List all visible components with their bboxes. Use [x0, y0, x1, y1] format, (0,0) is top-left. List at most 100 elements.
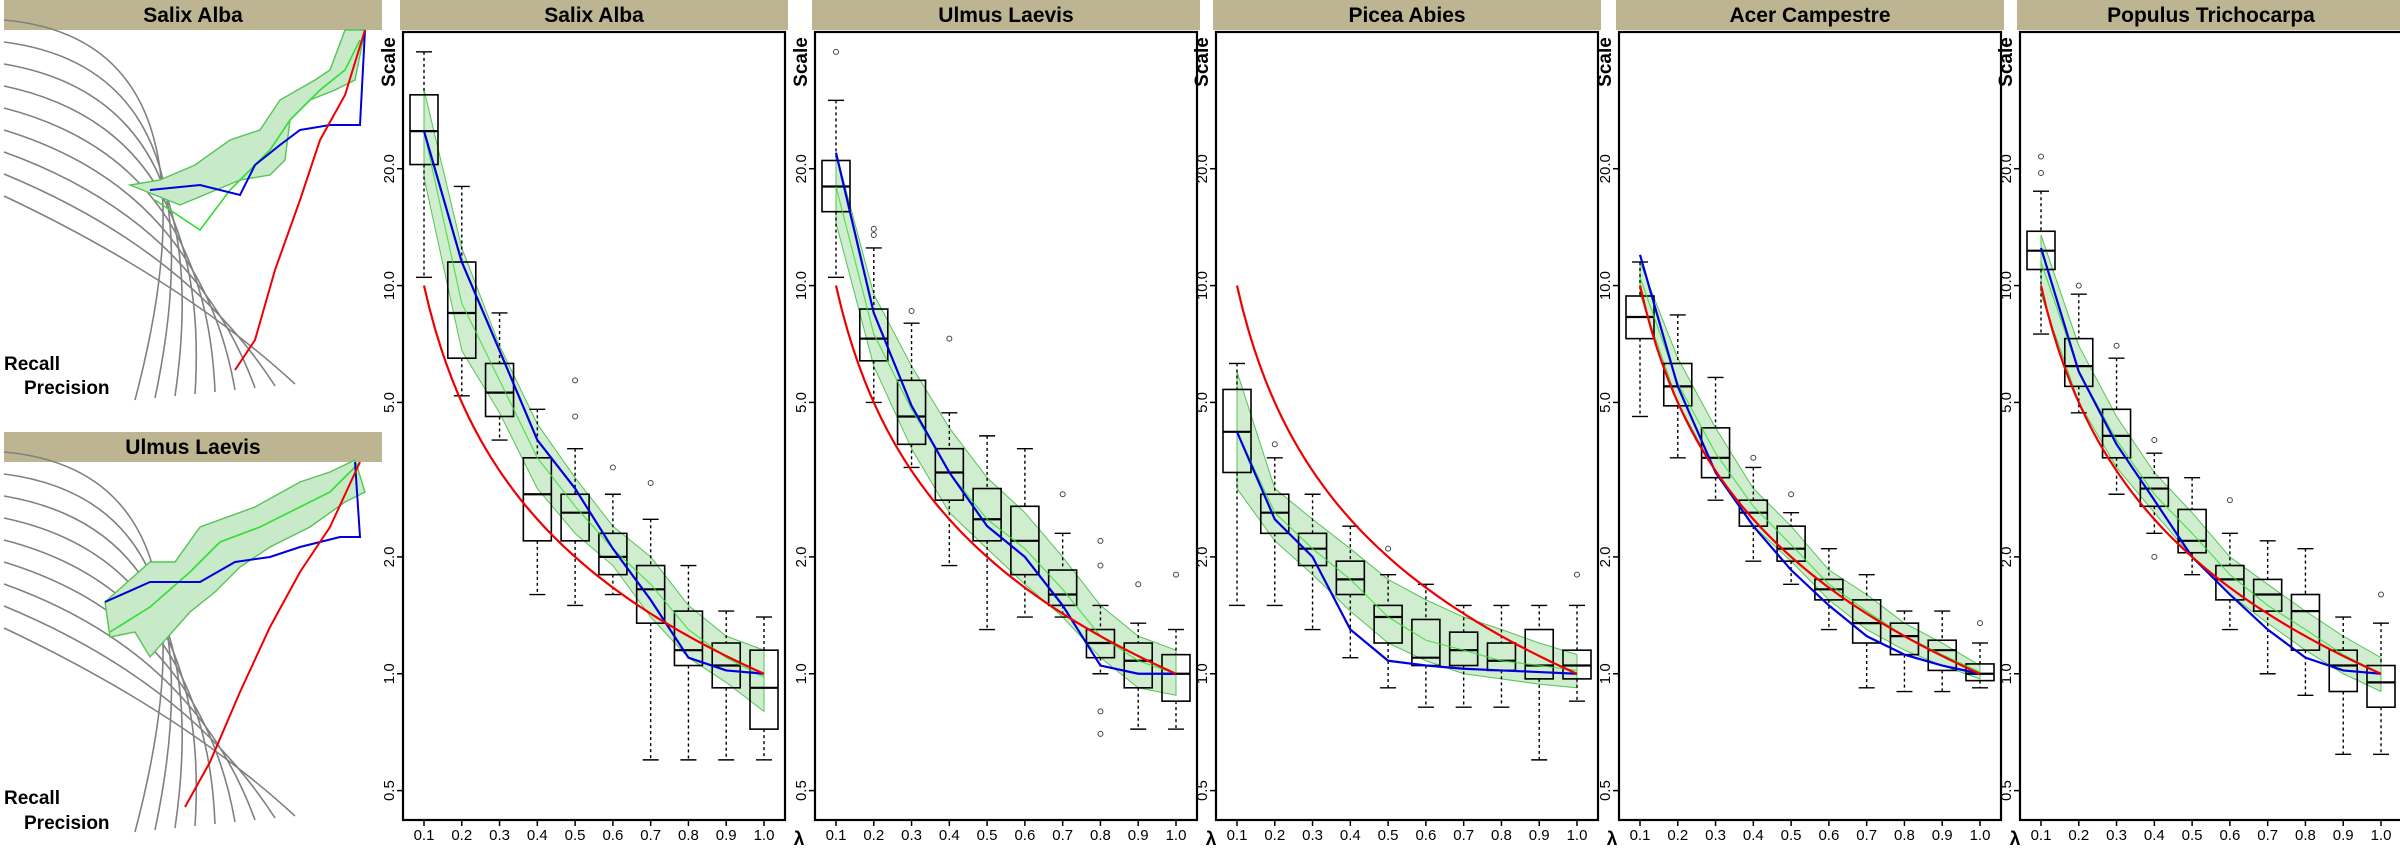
box-0.3 — [484, 312, 515, 441]
x-tick-label: 0.4 — [1340, 827, 1361, 844]
y-tick-label: 2.0 — [1998, 546, 2015, 567]
chart-panel-4: Acer Campestre 0.5 1.0 2.0 5.0 10.0 20.0 Scale 0… — [1595, 0, 2021, 850]
left-panel-bottom-xlabel: Precision — [24, 813, 110, 834]
box-0.3 — [896, 307, 927, 469]
box-0.7 — [2252, 540, 2283, 675]
confidence-band — [1639, 261, 1981, 680]
confidence-band — [104, 459, 366, 659]
outlier-point — [1135, 581, 1142, 588]
chart-panel-5: Populus Trichocarpa 0.5 1.0 2.0 5.0 10.0 20.0 S… — [1996, 0, 2400, 844]
outlier-point — [1977, 620, 1983, 627]
x-tick-label: 0.4 — [939, 827, 960, 844]
box-iqr — [2290, 593, 2321, 651]
x-tick-label: 0.2 — [1667, 827, 1688, 844]
blue-line — [422, 130, 765, 675]
box-iqr — [409, 94, 439, 166]
left-panel-bottom-ylabel: Recall — [4, 788, 60, 809]
red-curve — [1638, 285, 1981, 675]
box-iqr — [1700, 427, 1731, 479]
x-tick-label: 0.7 — [1052, 827, 1073, 844]
x-tick-label: 0.1 — [414, 827, 435, 844]
outlier-point — [1097, 708, 1104, 715]
outlier-point — [1173, 571, 1179, 578]
red-line — [234, 29, 366, 371]
x-tick-label: 0.1 — [2031, 827, 2052, 844]
outlier-point — [2113, 342, 2120, 349]
box-0.6 — [1411, 583, 1441, 708]
box-iqr — [1373, 604, 1403, 644]
box-0.8 — [2290, 547, 2321, 697]
y-tick-label: 10.0 — [793, 271, 810, 300]
y-tick-label: 2.0 — [793, 546, 810, 567]
box-iqr — [1927, 639, 1958, 672]
plot-frame — [1214, 30, 1600, 822]
chart-title: Populus Trichocarpa — [2107, 4, 2315, 27]
y-tick-label: 1.0 — [1998, 663, 2015, 684]
y-tick-label: 10.0 — [381, 271, 398, 300]
y-tick-label: 2.0 — [1194, 546, 1211, 567]
left-panel-top: Salix Alba Recall Precision — [3, 0, 382, 401]
box-0.1 — [409, 51, 439, 279]
y-tick-label: 5.0 — [1998, 392, 2015, 413]
y-tick-label: 5.0 — [1597, 392, 1614, 413]
blue-line — [834, 152, 1176, 675]
box-1.0 — [2366, 591, 2396, 756]
y-axis-label: Scale — [1996, 37, 2017, 87]
outlier-point — [1271, 441, 1278, 448]
x-tick-label: 0.6 — [2219, 827, 2240, 844]
outlier-point — [908, 307, 915, 314]
green-trend-line — [835, 186, 1177, 675]
outlier-point — [647, 480, 654, 487]
outlier-point — [1059, 491, 1066, 498]
x-tick-label: 0.8 — [2295, 827, 2316, 844]
left-panel-bottom-header — [4, 432, 382, 462]
precision-recall-curve — [3, 151, 256, 389]
outlier-point — [2151, 553, 2158, 560]
precision-recall-curve — [3, 41, 173, 399]
box-iqr — [2063, 337, 2094, 388]
box-plot-panels: Salix Alba 0.5 1.0 2.0 5.0 10.0 20.0 Scale 0.1 0.… — [379, 0, 2400, 850]
precision-recall-curve — [3, 107, 216, 393]
y-tick-label: 1.0 — [1597, 663, 1614, 684]
x-tick-label: 0.2 — [1264, 827, 1285, 844]
chart-title: Salix Alba — [544, 4, 644, 27]
y-tick-label: 20.0 — [1194, 154, 1211, 183]
outlier-point — [572, 377, 579, 384]
box-0.7 — [635, 480, 666, 761]
y-axis-label: Scale — [1192, 37, 1213, 87]
plot-frame — [813, 30, 1199, 822]
x-tick-label: 0.3 — [901, 827, 922, 844]
outlier-point — [1385, 545, 1392, 552]
box-0.3 — [2101, 342, 2132, 495]
box-0.5 — [2177, 476, 2207, 576]
x-tick-label: 0.4 — [1743, 827, 1764, 844]
box-iqr — [598, 532, 628, 576]
left-panel-top-title: Salix Alba — [143, 4, 243, 27]
x-tick-label: 0.5 — [565, 827, 586, 844]
chart-panel-2: Ulmus Laevis 0.5 1.0 2.0 5.0 10.0 20.0 Scale 0.1… — [791, 0, 1217, 850]
chart-header — [1616, 0, 2004, 30]
x-tick-label: 0.6 — [602, 827, 623, 844]
precision-recall-curve — [3, 495, 183, 829]
x-axis-label: λ — [2010, 829, 2021, 850]
green-trend-line — [423, 130, 765, 678]
plot-frame — [401, 30, 787, 822]
box-0.7 — [1448, 604, 1479, 708]
box-iqr — [1524, 628, 1555, 680]
box-0.2 — [1662, 314, 1693, 459]
box-iqr — [1965, 663, 1995, 682]
left-panel-bottom-plot — [3, 451, 366, 833]
chart-title: Picea Abies — [1348, 4, 1465, 27]
x-axis-label: λ — [794, 829, 805, 850]
y-tick-label: 2.0 — [381, 546, 398, 567]
chart-panel-1: Salix Alba 0.5 1.0 2.0 5.0 10.0 20.0 Scale 0.1 0.… — [379, 0, 805, 850]
x-tick-label: 0.8 — [1894, 827, 1915, 844]
left-panel-top-xlabel: Precision — [24, 378, 110, 399]
outlier-point — [870, 231, 877, 238]
x-axis-label: λ — [1607, 829, 1618, 850]
x-tick-label: 0.8 — [1090, 827, 1111, 844]
outlier-point — [870, 225, 877, 232]
x-tick-label: 0.9 — [1128, 827, 1149, 844]
chart-header — [400, 0, 788, 30]
box-iqr — [1335, 560, 1366, 596]
